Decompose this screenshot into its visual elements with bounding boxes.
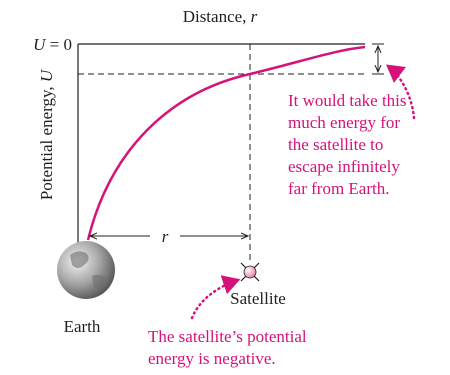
note-line: energy is negative. bbox=[148, 349, 276, 368]
y-label-text: Potential energy, bbox=[37, 86, 56, 200]
y-label-symbol: U bbox=[37, 68, 56, 82]
earth-land bbox=[70, 251, 106, 289]
satellite-label: Satellite bbox=[230, 289, 286, 308]
potential-curve bbox=[86, 45, 366, 241]
satellite-pointer bbox=[190, 275, 241, 320]
x-label-text: Distance, bbox=[183, 7, 247, 26]
note-line: escape infinitely bbox=[288, 157, 400, 176]
y-axis-label: Potential energy, U bbox=[37, 68, 56, 200]
satellite bbox=[243, 265, 257, 279]
zero-label: U = 0 bbox=[33, 35, 72, 54]
escape-note: It would take this much energy for the s… bbox=[288, 91, 411, 198]
earth-label: Earth bbox=[64, 317, 101, 336]
note-line: much energy for bbox=[288, 113, 400, 132]
earth bbox=[57, 241, 115, 299]
zero-text: = 0 bbox=[50, 35, 72, 54]
note-line: far from Earth. bbox=[288, 179, 389, 198]
negative-note: The satellite’s potential energy is nega… bbox=[148, 327, 311, 368]
x-axis-label: Distance, r bbox=[183, 7, 258, 26]
note-line: the satellite to bbox=[288, 135, 383, 154]
x-label-symbol: r bbox=[251, 7, 258, 26]
zero-symbol: U bbox=[33, 35, 47, 54]
distance-label: r bbox=[162, 227, 169, 246]
escape-pointer bbox=[386, 64, 416, 120]
note-line: It would take this bbox=[288, 91, 407, 110]
note-line: The satellite’s potential bbox=[148, 327, 307, 346]
